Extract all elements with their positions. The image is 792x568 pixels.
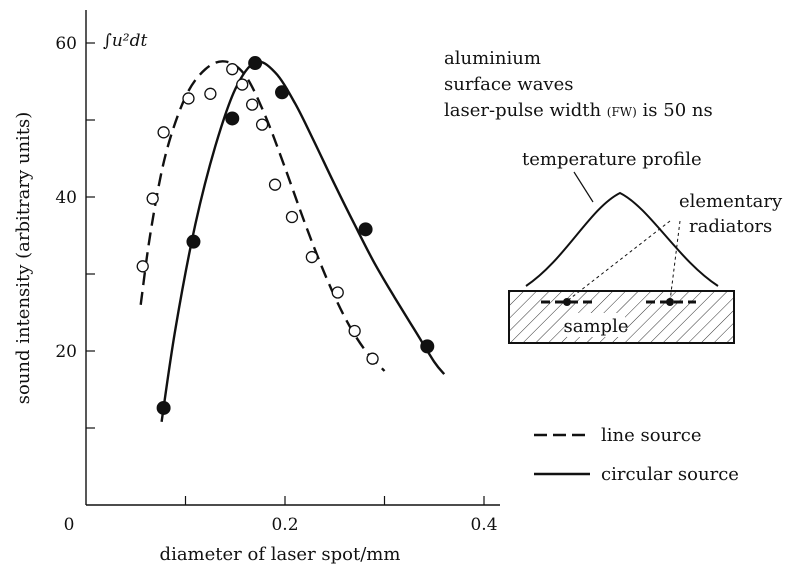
inset-sample-label-bg bbox=[567, 313, 625, 337]
inset-radiator-pointer-left bbox=[566, 220, 671, 302]
legend-circular-source-label: circular source bbox=[601, 464, 739, 485]
inset-temperature-label: temperature profile bbox=[522, 149, 702, 170]
inset-elementary-label: elementary bbox=[679, 191, 783, 212]
x-tick-label: 0.4 bbox=[470, 515, 497, 535]
circular-source-curve bbox=[160, 60, 446, 422]
legend-line-source-label: line source bbox=[601, 425, 702, 446]
annotation-pulse-width: laser-pulse width (FW) is 50 ns bbox=[444, 100, 713, 121]
inset-temperature-pointer bbox=[573, 171, 594, 203]
y-axis-label: sound intensity (arbitrary units) bbox=[13, 112, 34, 405]
line-source-point bbox=[236, 78, 249, 91]
line-source-point bbox=[157, 126, 170, 139]
line-source-point bbox=[366, 352, 379, 365]
y-tick-label: 60 bbox=[55, 34, 77, 54]
x-axis-label: diameter of laser spot/mm bbox=[160, 544, 401, 565]
circular-source-point bbox=[420, 339, 435, 354]
line-source-point bbox=[146, 192, 159, 205]
line-source-point bbox=[204, 87, 217, 100]
circular-source-point bbox=[156, 400, 171, 415]
line-source-point bbox=[331, 286, 344, 299]
x-axis-ticks: 0 0.2 0.4 bbox=[64, 496, 498, 535]
inset-diagram: temperature profile elementary radiators… bbox=[508, 149, 783, 344]
line-source-point bbox=[136, 260, 149, 273]
inset-radiator-right-dot bbox=[666, 298, 674, 306]
inset-sample-label: sample bbox=[564, 316, 629, 337]
inset-radiator-left-dot bbox=[563, 298, 571, 306]
y-tick-label: 40 bbox=[55, 188, 77, 208]
line-source-point bbox=[255, 118, 269, 131]
line-source-point bbox=[268, 178, 282, 191]
y-axis-ticks: 20 40 60 bbox=[55, 34, 95, 429]
inset-temperature-curve bbox=[525, 191, 719, 287]
annotation-block: aluminium surface waves laser-pulse widt… bbox=[444, 48, 713, 121]
plot-axes bbox=[85, 10, 500, 506]
line-source-point bbox=[246, 98, 259, 111]
series-points bbox=[136, 56, 435, 415]
circular-source-point bbox=[186, 234, 201, 249]
circular-source-point bbox=[225, 111, 240, 126]
y-tick-label: 20 bbox=[55, 342, 77, 362]
inset-radiators-label: radiators bbox=[689, 216, 772, 237]
x-tick-label: 0.2 bbox=[271, 515, 298, 535]
line-source-point bbox=[348, 324, 361, 338]
circular-source-point bbox=[248, 56, 263, 71]
circular-source-point bbox=[358, 222, 373, 237]
series-curves bbox=[139, 60, 446, 422]
annotation-material: aluminium bbox=[444, 48, 541, 69]
inset-radiator-pointer-right bbox=[669, 220, 681, 302]
circular-source-point bbox=[275, 85, 290, 100]
annotation-wave-type: surface waves bbox=[444, 74, 573, 95]
line-source-curve bbox=[139, 60, 386, 372]
line-source-point bbox=[182, 92, 195, 105]
line-source-point bbox=[226, 63, 239, 76]
line-source-point bbox=[305, 250, 319, 264]
legend: line source circular source bbox=[534, 425, 739, 485]
x-tick-label: 0 bbox=[64, 515, 75, 535]
y-unit-label: ∫u²dt bbox=[103, 31, 148, 51]
line-source-point bbox=[285, 210, 299, 224]
